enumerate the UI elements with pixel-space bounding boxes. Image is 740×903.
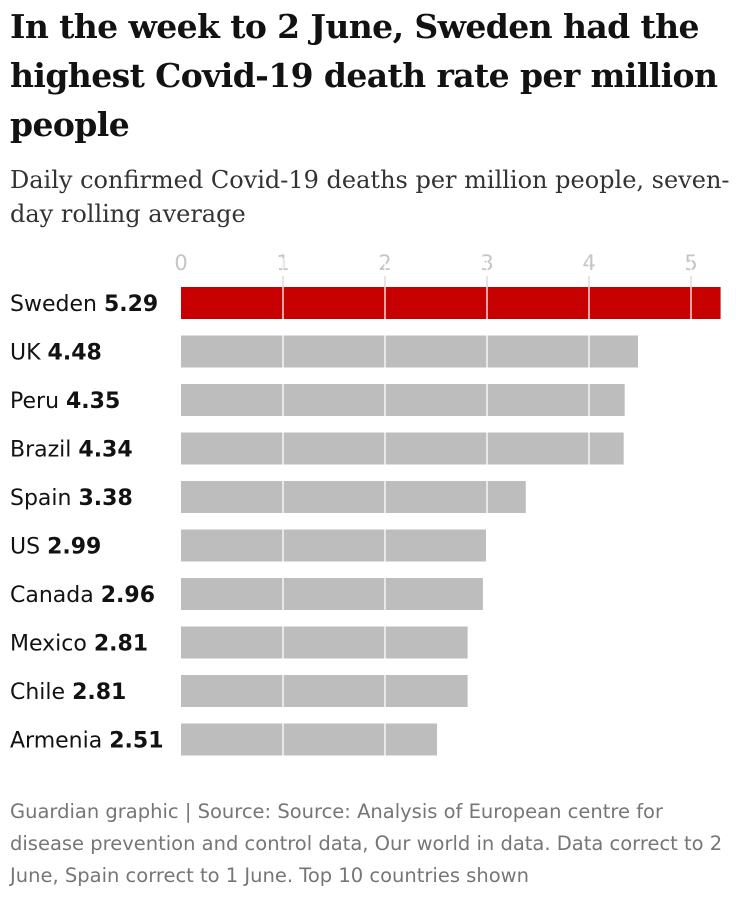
category-label: Chile (10, 680, 72, 705)
category-label: Spain (10, 486, 78, 511)
bar-label: US 2.99 (10, 535, 101, 560)
value-label: 4.48 (48, 341, 102, 366)
bar-label: Sweden 5.29 (10, 292, 158, 317)
category-label: UK (10, 341, 48, 366)
category-label: Peru (10, 389, 66, 414)
bar-label: Armenia 2.51 (10, 729, 164, 754)
bar-uk (181, 335, 638, 368)
category-label: Sweden (10, 292, 104, 317)
category-label: Brazil (10, 438, 78, 463)
bar-us (181, 529, 486, 562)
x-tick-label: 0 (174, 251, 187, 275)
bar-label: Chile 2.81 (10, 680, 126, 705)
bar-label: Spain 3.38 (10, 486, 133, 511)
chart-subtitle: Daily confirmed Covid-19 deaths per mill… (10, 166, 730, 228)
value-label: 2.51 (109, 729, 163, 754)
bar-canada (181, 578, 483, 610)
bar-chile (181, 675, 468, 707)
category-label: Armenia (10, 729, 109, 754)
bar-label: Mexico 2.81 (10, 632, 148, 657)
value-label: 4.34 (78, 438, 132, 463)
category-label: US (10, 535, 47, 560)
value-label: 2.81 (94, 632, 148, 657)
value-label: 2.96 (101, 583, 155, 608)
category-label: Canada (10, 583, 101, 608)
value-label: 4.35 (66, 389, 120, 414)
source-note: Guardian graphic | Source: Source: Analy… (10, 800, 723, 887)
bar-spain (181, 481, 526, 513)
bar-peru (181, 384, 625, 416)
bar-label: Brazil 4.34 (10, 438, 133, 463)
chart-title: In the week to 2 June, Sweden had the hi… (10, 7, 718, 144)
value-label: 3.38 (78, 486, 132, 511)
bar-label: UK 4.48 (10, 341, 102, 366)
value-label: 2.81 (72, 680, 126, 705)
bar-mexico (181, 626, 468, 659)
value-label: 5.29 (104, 292, 158, 317)
category-label: Mexico (10, 632, 94, 657)
bar-label: Peru 4.35 (10, 389, 120, 414)
bar-armenia (181, 723, 438, 756)
bar-brazil (181, 432, 624, 465)
value-label: 2.99 (47, 535, 101, 560)
bar-label: Canada 2.96 (10, 583, 155, 608)
bar-sweden (181, 287, 721, 319)
